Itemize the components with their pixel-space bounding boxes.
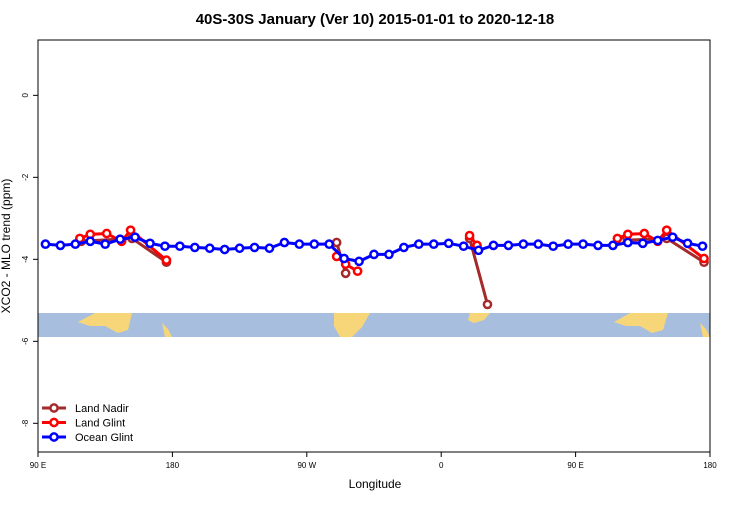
data-point [125, 225, 136, 236]
data-point [70, 239, 81, 250]
data-point [661, 225, 672, 236]
data-point [413, 239, 424, 250]
data-point [464, 230, 475, 241]
data-point [443, 238, 454, 249]
data-point [219, 244, 230, 255]
x-tick-label: 90 E [30, 461, 46, 470]
data-point [399, 242, 409, 253]
data-point [354, 256, 364, 267]
data-point [309, 239, 320, 250]
data-point [340, 268, 351, 279]
legend-marker [49, 417, 59, 428]
y-tick-label: -2 [21, 173, 30, 181]
data-point [130, 232, 140, 243]
x-tick-label: 0 [439, 461, 444, 470]
plot-marks [40, 225, 709, 310]
data-point [339, 253, 349, 264]
data-point [324, 239, 335, 250]
legend-label: Ocean Glint [75, 432, 133, 444]
data-point [623, 237, 633, 248]
data-point [161, 255, 172, 265]
data-point [85, 236, 96, 247]
data-point [115, 234, 125, 245]
data-point [249, 242, 260, 253]
data-point [482, 299, 493, 310]
data-point [175, 241, 185, 252]
legend-marker [49, 432, 59, 442]
y-tick-label: -8 [21, 419, 30, 427]
plot-frame [37, 39, 711, 453]
data-point [697, 241, 708, 252]
data-point [264, 243, 275, 254]
data-point [639, 228, 650, 239]
data-point [204, 243, 215, 254]
data-point [101, 228, 112, 239]
data-point [548, 241, 559, 252]
data-point [623, 229, 633, 240]
y-tick-label: 0 [21, 93, 30, 98]
data-point [699, 253, 709, 264]
data-point [488, 240, 499, 251]
x-axis-label: Longitude [349, 477, 402, 491]
y-tick-label: -4 [21, 255, 30, 263]
data-point [473, 245, 484, 256]
data-point [637, 238, 648, 249]
data-point [331, 237, 342, 248]
data-point [563, 239, 573, 250]
x-tick-label: 90 E [567, 461, 583, 470]
data-point [40, 239, 51, 250]
data-point [428, 239, 439, 250]
data-point [458, 241, 469, 252]
data-point [189, 242, 200, 253]
data-point [667, 232, 678, 243]
data-point [682, 238, 693, 249]
data-point [384, 249, 394, 260]
data-point [518, 239, 529, 250]
data-point [578, 239, 588, 250]
data-point [294, 239, 305, 250]
x-tick-label: 180 [703, 461, 717, 470]
data-point [593, 240, 603, 251]
data-point [234, 243, 245, 254]
data-point [612, 233, 623, 244]
legend-label: Land Glint [75, 418, 125, 430]
data-point [145, 238, 155, 249]
y-tick-label: -6 [21, 337, 30, 345]
data-point [55, 240, 66, 251]
data-point [533, 239, 544, 250]
data-point [100, 239, 111, 250]
data-point [503, 240, 514, 251]
y-axis-label: XCO2 - MLO trend (ppm) [0, 179, 13, 314]
data-point [279, 237, 290, 248]
x-tick-label: 90 W [297, 461, 316, 470]
data-point [352, 266, 363, 277]
data-point [608, 240, 618, 251]
legend-marker [49, 403, 59, 413]
data-point [160, 241, 170, 252]
data-point [652, 235, 663, 246]
map-strip [38, 313, 710, 337]
chart-title: 40S-30S January (Ver 10) 2015-01-01 to 2… [196, 11, 555, 28]
legend-label: Land Nadir [75, 403, 129, 415]
x-tick-label: 180 [166, 461, 180, 470]
data-point [369, 249, 379, 260]
